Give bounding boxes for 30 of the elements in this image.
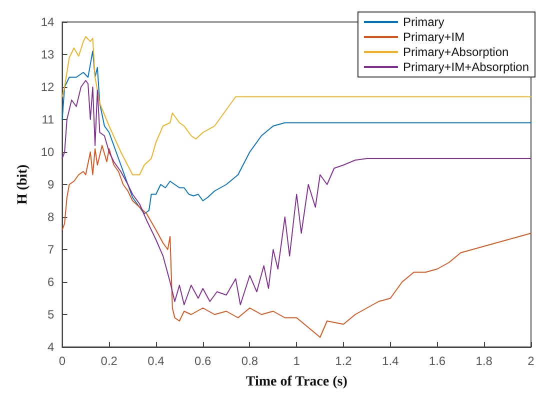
x-tick-label: 1.6 xyxy=(428,354,446,368)
x-tick-label: 0.4 xyxy=(148,354,165,368)
x-tick-label: 1.2 xyxy=(335,354,352,368)
y-tick-label: 7 xyxy=(48,242,55,256)
legend-label: Primary xyxy=(402,15,444,29)
x-tick-label: 2 xyxy=(528,354,535,368)
legend-label: Primary+IM xyxy=(402,30,465,44)
x-tick-label: 0.8 xyxy=(241,354,258,368)
x-axis-title: Time of Trace (s) xyxy=(246,374,348,390)
y-tick-label: 4 xyxy=(48,340,55,354)
x-tick-label: 0.6 xyxy=(194,354,212,368)
legend-label: Primary+Absorption xyxy=(402,45,509,59)
legend-label: Primary+IM+Absorption xyxy=(402,60,529,74)
x-tick-label: 1.8 xyxy=(476,354,493,368)
x-tick-label: 1 xyxy=(293,354,300,368)
y-tick-label: 9 xyxy=(48,178,55,192)
x-tick-label: 0.2 xyxy=(100,354,118,368)
y-tick-label: 13 xyxy=(40,48,55,62)
line-series xyxy=(62,80,532,306)
y-tick-label: 12 xyxy=(40,80,55,94)
x-tick-label: 0 xyxy=(58,354,66,368)
x-tick-label: 1.4 xyxy=(382,354,400,368)
line-series xyxy=(62,145,532,338)
y-tick-label: 8 xyxy=(48,210,55,224)
y-tick-label: 6 xyxy=(48,275,55,289)
y-tick-label: 5 xyxy=(48,308,55,322)
y-tick-label: 11 xyxy=(42,112,55,126)
y-tick-label: 14 xyxy=(40,15,55,29)
y-axis-title: H (bit) xyxy=(16,164,30,205)
y-tick-label: 10 xyxy=(40,145,55,159)
